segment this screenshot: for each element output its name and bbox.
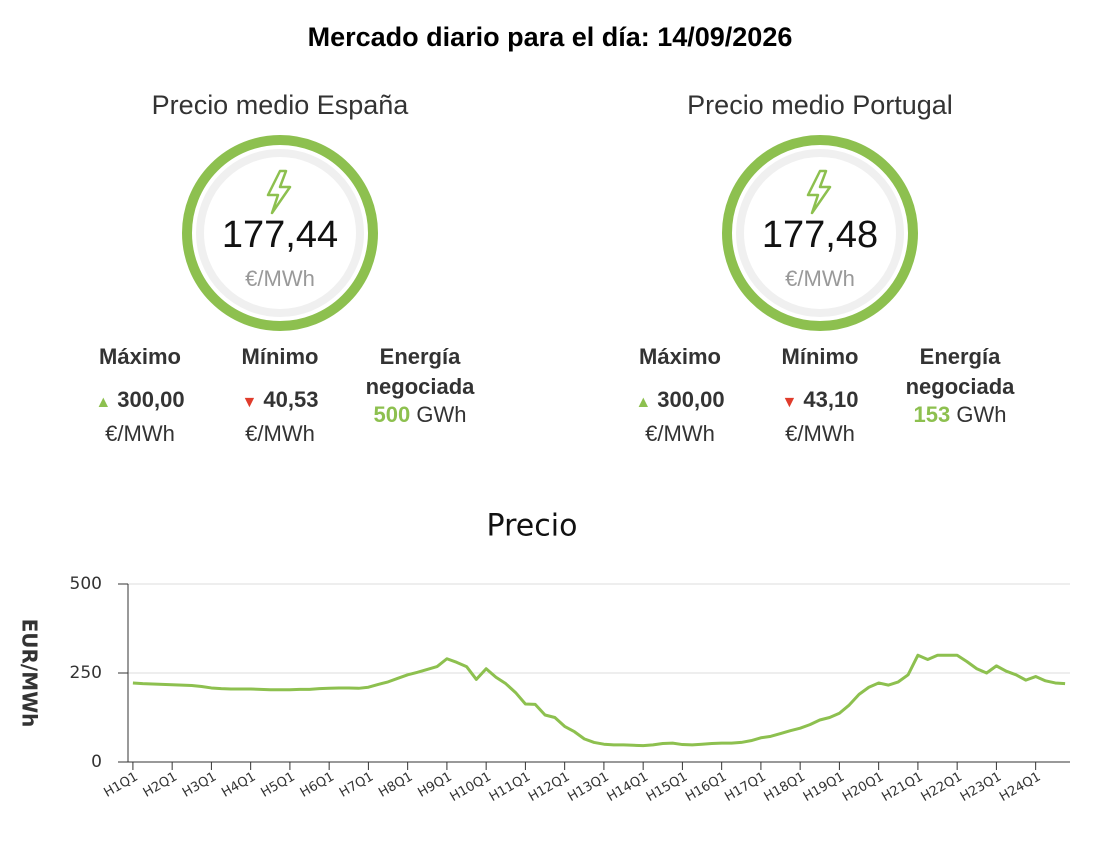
x-tick-label: H13Q1 [565,770,611,805]
x-tick-label: H10Q1 [448,770,494,805]
down-arrow: ▼ [781,394,798,411]
stat-unit: GWh [956,402,1007,427]
price-ring [182,135,378,331]
stat-unit: €/MWh [105,421,175,446]
x-tick-label: H18Q1 [762,770,808,805]
panel-title: Precio medio Portugal [687,90,953,120]
stats: Máximo ▲ 300,00 €/MWh Mínimo ▼ 40,53 €/MWh… [70,342,490,447]
x-tick-label: H8Q1 [376,770,415,801]
stat-value: 43,10 [803,387,859,412]
stat-unit: €/MWh [245,421,315,446]
price-value: 177,44 [221,214,339,256]
stat-value: 40,53 [263,387,319,412]
up-arrow: ▲ [635,394,652,411]
stat-unit: €/MWh [645,421,715,446]
stats: Máximo ▲ 300,00 €/MWh Mínimo ▼ 43,10 €/MWh… [610,342,1030,447]
x-tick-label: H11Q1 [487,770,533,805]
price-unit: €/MWh [245,266,315,291]
x-tick-label: H16Q1 [683,770,729,805]
x-tick-label: H14Q1 [605,770,651,805]
stat-max: Máximo ▲ 300,00 €/MWh [610,342,750,447]
stat-label: Máximo [639,344,721,369]
stat-value: 153 [913,402,951,427]
x-tick-label: H22Q1 [919,770,965,805]
x-tick-label: H17Q1 [722,770,768,805]
panel-title: Precio medio España [151,90,409,120]
page-title: Mercado diario para el día: 14/09/2026 [307,22,793,52]
up-arrow: ▲ [95,394,112,411]
x-tick-label: H2Q1 [141,770,180,801]
x-tick-label: H5Q1 [258,770,297,801]
stat-min: Mínimo ▼ 40,53 €/MWh [210,342,350,447]
x-tick-label: H6Q1 [298,770,337,801]
stat-value-row: 153 GWh [890,402,1030,428]
y-axis-label: EUR/MWh [18,619,42,728]
x-tick-label: H23Q1 [958,770,1004,805]
stat-label: Máximo [99,344,181,369]
price-ring [722,135,918,331]
stat-value: 300,00 [117,387,185,412]
chart: Precio EUR/MWh 0 250 500 H1Q1 H2Q1 H3Q1 H4Q1 H5… [18,509,1070,805]
stat-unit: €/MWh [785,421,855,446]
stat-value: 500 [373,402,411,427]
x-tick-label: H1Q1 [101,770,140,801]
stat-unit: GWh [416,402,467,427]
x-tick-label: H19Q1 [801,770,847,805]
stat-value-row: ▲ 300,00 [610,382,750,421]
stat-value: 300,00 [657,387,725,412]
chart-title: Precio [487,509,578,544]
stat-max: Máximo ▲ 300,00 €/MWh [70,342,210,447]
stat-value-row: 500 GWh [350,402,490,428]
stat-label: Energía negociada [365,344,475,399]
stat-label: Mínimo [781,344,859,369]
x-tick-label: H9Q1 [415,770,454,801]
stat-energy: Energía negociada 500 GWh [350,342,490,447]
stat-energy: Energía negociada 153 GWh [890,342,1030,447]
y-tick-label: 250 [70,663,102,683]
price-unit: €/MWh [785,266,855,291]
stat-min: Mínimo ▼ 43,10 €/MWh [750,342,890,447]
panel-spain: Precio medio España 177,44 €/MWh Máximo … [10,86,550,446]
y-tick-label: 500 [70,574,102,594]
x-tick-label: H4Q1 [219,770,258,801]
x-tick-label: H3Q1 [180,770,219,801]
stat-value-row: ▼ 43,10 [750,382,890,421]
y-tick-label: 0 [91,752,102,772]
x-tick-label: H15Q1 [644,770,690,805]
panel-portugal: Precio medio Portugal 177,48 €/MWh Máxim… [550,86,1090,446]
x-tick-label: H7Q1 [337,770,376,801]
x-tick-label: H20Q1 [840,770,886,805]
x-tick-label: H21Q1 [879,770,925,805]
stat-label: Energía negociada [905,344,1015,399]
stat-value-row: ▲ 300,00 [70,382,210,421]
price-value: 177,48 [761,214,879,256]
price-line [132,653,1066,748]
down-arrow: ▼ [241,394,258,411]
x-tick-label: H24Q1 [997,770,1043,805]
x-tick-label: H12Q1 [526,770,572,805]
stat-label: Mínimo [241,344,319,369]
stat-value-row: ▼ 40,53 [210,382,350,421]
